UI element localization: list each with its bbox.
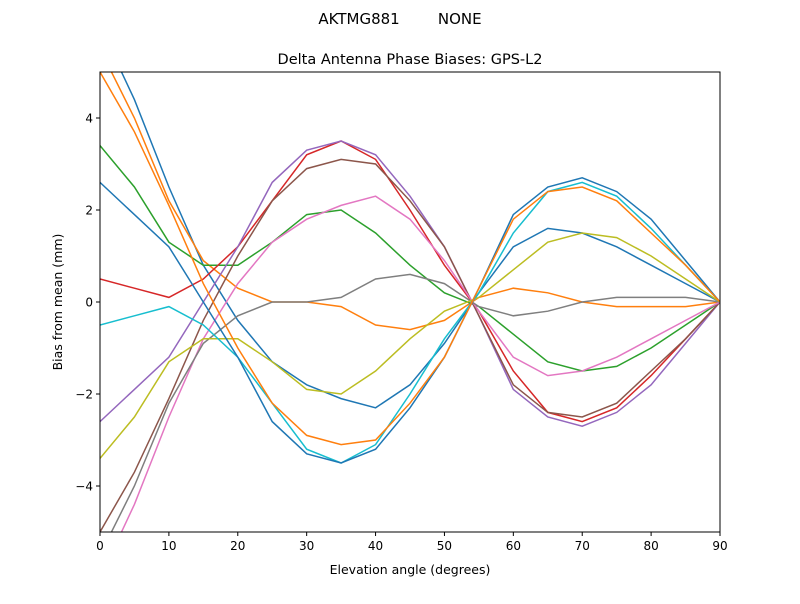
- x-tick-label: 50: [437, 539, 452, 553]
- x-tick-label: 70: [575, 539, 590, 553]
- y-tick-label: −4: [75, 480, 93, 494]
- y-tick-label: 2: [85, 204, 93, 218]
- chart-suptitle: AKTMG881 NONE: [318, 10, 481, 28]
- series-line-11: [100, 72, 720, 446]
- y-tick-label: 0: [85, 296, 93, 310]
- x-axis-label: Elevation angle (degrees): [330, 562, 491, 577]
- x-tick-label: 20: [230, 539, 245, 553]
- y-axis: −4 −2 0 2 4: [75, 112, 100, 494]
- series-line-6: [120, 195, 720, 532]
- chart-title: Delta Antenna Phase Biases: GPS-L2: [278, 52, 543, 68]
- y-tick-label: −2: [75, 388, 93, 402]
- series-line-7: [110, 273, 720, 532]
- series-line-8: [100, 232, 720, 459]
- series-line-10: [100, 177, 720, 464]
- series-line-9: [100, 181, 720, 464]
- series-lines: [100, 72, 720, 532]
- series-line-4: [100, 140, 720, 427]
- series-line-1: [110, 72, 720, 331]
- series-line-5: [100, 158, 720, 532]
- x-tick-label: 40: [368, 539, 383, 553]
- series-line-0: [120, 72, 720, 409]
- x-tick-label: 60: [506, 539, 521, 553]
- series-line-3: [100, 140, 720, 423]
- x-tick-label: 10: [161, 539, 176, 553]
- plot-frame: [99, 71, 721, 533]
- y-axis-label: Bias from mean (mm): [50, 234, 65, 371]
- x-tick-label: 80: [643, 539, 658, 553]
- y-tick-label: 4: [85, 112, 93, 126]
- series-line-2: [100, 145, 720, 372]
- x-tick-label: 0: [96, 539, 104, 553]
- x-tick-label: 30: [299, 539, 314, 553]
- x-tick-label: 90: [712, 539, 727, 553]
- x-axis: 0 10 20 30 40 50 60 70 80 90: [96, 532, 728, 553]
